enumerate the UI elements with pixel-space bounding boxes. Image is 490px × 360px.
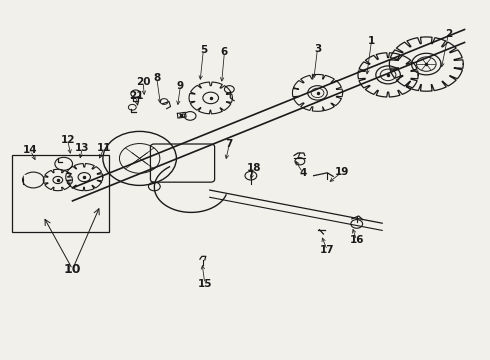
Text: 14: 14: [23, 145, 38, 156]
Text: 10: 10: [64, 263, 81, 276]
Text: 13: 13: [75, 143, 90, 153]
Text: 6: 6: [221, 47, 228, 57]
Text: 8: 8: [153, 73, 160, 84]
Text: 11: 11: [97, 143, 111, 153]
Bar: [12, 155, 109, 232]
Text: 15: 15: [197, 279, 212, 289]
Text: 1: 1: [368, 36, 375, 46]
Text: 16: 16: [349, 235, 364, 246]
Text: 21: 21: [129, 91, 144, 102]
Text: 18: 18: [246, 163, 261, 174]
Text: 20: 20: [136, 77, 150, 87]
Text: 7: 7: [225, 139, 233, 149]
Text: 9: 9: [177, 81, 184, 91]
Text: 4: 4: [299, 168, 307, 178]
Text: 3: 3: [314, 44, 321, 54]
Text: 19: 19: [335, 167, 349, 177]
Text: 2: 2: [445, 29, 452, 39]
Text: 5: 5: [200, 45, 207, 55]
Text: 12: 12: [60, 135, 75, 145]
Text: 17: 17: [320, 245, 335, 255]
